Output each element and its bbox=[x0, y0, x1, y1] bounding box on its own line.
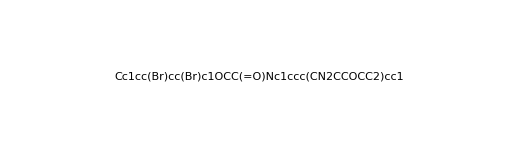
Text: Cc1cc(Br)cc(Br)c1OCC(=O)Nc1ccc(CN2CCOCC2)cc1: Cc1cc(Br)cc(Br)c1OCC(=O)Nc1ccc(CN2CCOCC2… bbox=[114, 72, 403, 82]
